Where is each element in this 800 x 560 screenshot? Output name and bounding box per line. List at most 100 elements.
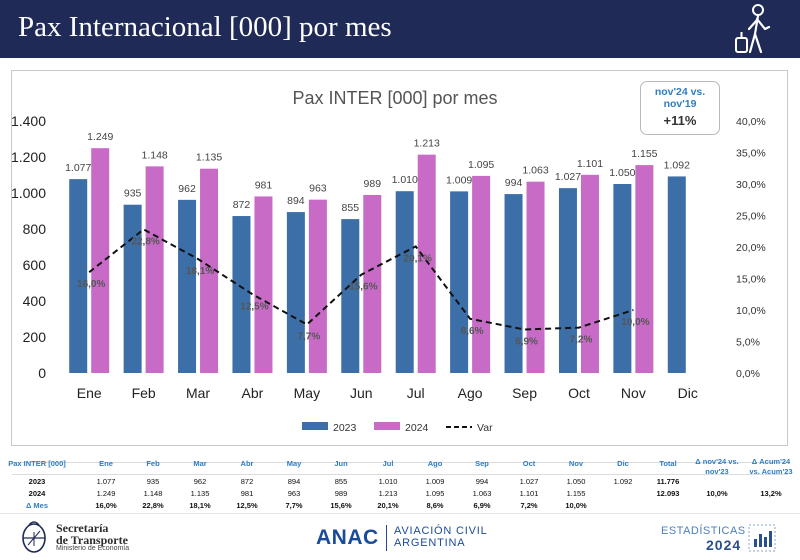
chart-title: Pax INTER [000] por mes — [292, 88, 497, 108]
bar-2023 — [450, 191, 469, 373]
data-table: Pax INTER [000] Ene Feb Mar Abr May Jun … — [0, 452, 800, 514]
table-header-month: Nov — [568, 459, 584, 468]
table-row-label: 2023 — [28, 477, 46, 486]
logo-divider — [386, 525, 387, 551]
x-tick-label: May — [294, 385, 320, 401]
table-cell: 10,0% — [565, 501, 587, 510]
bar-value-label: 935 — [124, 188, 142, 200]
y2-tick-label: 25,0% — [736, 211, 766, 223]
callout-title-line2: nov'19 — [663, 98, 697, 110]
bar-2024 — [526, 181, 545, 373]
bar-2023 — [123, 204, 142, 373]
table-cell: 8,6% — [426, 501, 444, 510]
var-value-label: 10,0% — [621, 317, 649, 328]
var-value-label: 12,5% — [240, 301, 268, 312]
y-tick-label: 800 — [23, 221, 47, 237]
y2-tick-label: 35,0% — [736, 148, 766, 160]
table-cell: 1.027 — [519, 477, 539, 486]
y-tick-label: 0 — [38, 365, 46, 381]
x-tick-label: Oct — [568, 385, 590, 401]
var-value-label: 6,9% — [515, 337, 538, 348]
bar-2024 — [145, 166, 164, 373]
table-cell: 16,0% — [95, 501, 117, 510]
bar-value-label: 1.010 — [392, 174, 418, 186]
bar-value-label: 1.155 — [631, 148, 657, 160]
y-tick-label: 1.000 — [11, 185, 46, 201]
bar-2023 — [613, 184, 632, 373]
var-value-label: 22,8% — [131, 236, 159, 247]
y2-tick-label: 20,0% — [736, 242, 766, 254]
bar-2024 — [254, 196, 273, 373]
bar-2024 — [308, 199, 327, 373]
table-cell: 18,1% — [189, 501, 211, 510]
bar-value-label: 981 — [255, 179, 273, 191]
table-cell: 981 — [240, 489, 254, 498]
bar-value-label: 1.101 — [577, 158, 603, 170]
table-header-month: Jun — [334, 459, 348, 468]
table-cell: 1.095 — [425, 489, 445, 498]
anac-logo: ANAC — [316, 526, 379, 549]
x-tick-label: Feb — [132, 385, 156, 401]
y2-tick-label: 5,0% — [736, 337, 760, 349]
table-header-month: Dic — [617, 459, 629, 468]
table-cell: 935 — [146, 477, 160, 486]
page-title: Pax Internacional [000] por mes — [18, 11, 392, 43]
table-row: 2023 1.077 935 962 872 894 855 1.010 1.0… — [0, 476, 800, 488]
table-header-delta-acum: Δ Acum'24 vs. Acum'23 — [749, 457, 793, 476]
table-cell: 855 — [334, 477, 348, 486]
table-header-month: May — [286, 459, 302, 468]
bar-value-label: 872 — [233, 199, 251, 211]
var-value-label: 18,1% — [186, 266, 214, 277]
bar-2023 — [232, 216, 251, 373]
y-tick-label: 400 — [23, 293, 47, 309]
bar-value-label: 1.063 — [522, 165, 548, 177]
bar-value-label: 1.213 — [414, 138, 440, 150]
table-header-month: Abr — [240, 459, 254, 468]
legend-swatch-2023 — [302, 422, 328, 430]
footer-divider — [0, 513, 800, 514]
bar-2023 — [667, 176, 686, 373]
var-value-label: 8,6% — [461, 326, 484, 337]
table-row: 2024 1.249 1.148 1.135 981 963 989 1.213… — [0, 488, 800, 500]
bar-2024 — [363, 194, 382, 373]
table-header-month: Sep — [475, 459, 489, 468]
table-cell: 1.092 — [613, 477, 633, 486]
traveler-luggage-icon — [735, 4, 771, 54]
table-cell: 1.213 — [378, 489, 398, 498]
x-tick-label: Ene — [77, 385, 102, 401]
bar-value-label: 994 — [505, 177, 523, 189]
bar-value-label: 855 — [342, 202, 360, 214]
x-tick-label: Sep — [512, 385, 537, 401]
bar-2023 — [178, 199, 197, 373]
table-cell: 994 — [475, 477, 489, 486]
table-cell: 7,7% — [285, 501, 303, 510]
bar-value-label: 1.135 — [196, 152, 222, 164]
bar-value-label: 1.027 — [555, 171, 581, 183]
bar-value-label: 1.009 — [446, 174, 472, 186]
y2-tick-label: 10,0% — [736, 305, 766, 317]
var-line-path — [88, 228, 634, 331]
national-shield-icon — [22, 521, 46, 553]
table-cell: 20,1% — [377, 501, 399, 510]
ministerio-label: Ministerio de Economía — [56, 545, 130, 552]
table-cell: 989 — [334, 489, 348, 498]
table-separator — [12, 474, 788, 475]
table-cell: 1.249 — [96, 489, 116, 498]
y-tick-label: 1.400 — [11, 113, 46, 129]
x-tick-label: Mar — [186, 385, 210, 401]
table-header-month: Oct — [522, 459, 536, 468]
callout-value: +11% — [663, 113, 697, 128]
comparison-callout: nov'24 vs. nov'19 +11% — [640, 81, 720, 135]
legend-swatch-2024 — [374, 422, 400, 430]
var-value-label: 20,1% — [404, 253, 432, 264]
table-cell: 1.077 — [96, 477, 116, 486]
legend-label: 2023 — [333, 422, 357, 434]
x-tick-label: Jul — [407, 385, 425, 401]
bar-2023 — [558, 188, 577, 373]
bar-2024 — [635, 165, 654, 373]
var-value-label: 15,6% — [349, 282, 377, 293]
table-header-row: Pax INTER [000] Ene Feb Mar Abr May Jun … — [0, 457, 800, 476]
estadisticas-label: ESTADÍSTICAS — [661, 525, 746, 537]
table-cell: 962 — [193, 477, 207, 486]
table-cell: 22,8% — [142, 501, 164, 510]
